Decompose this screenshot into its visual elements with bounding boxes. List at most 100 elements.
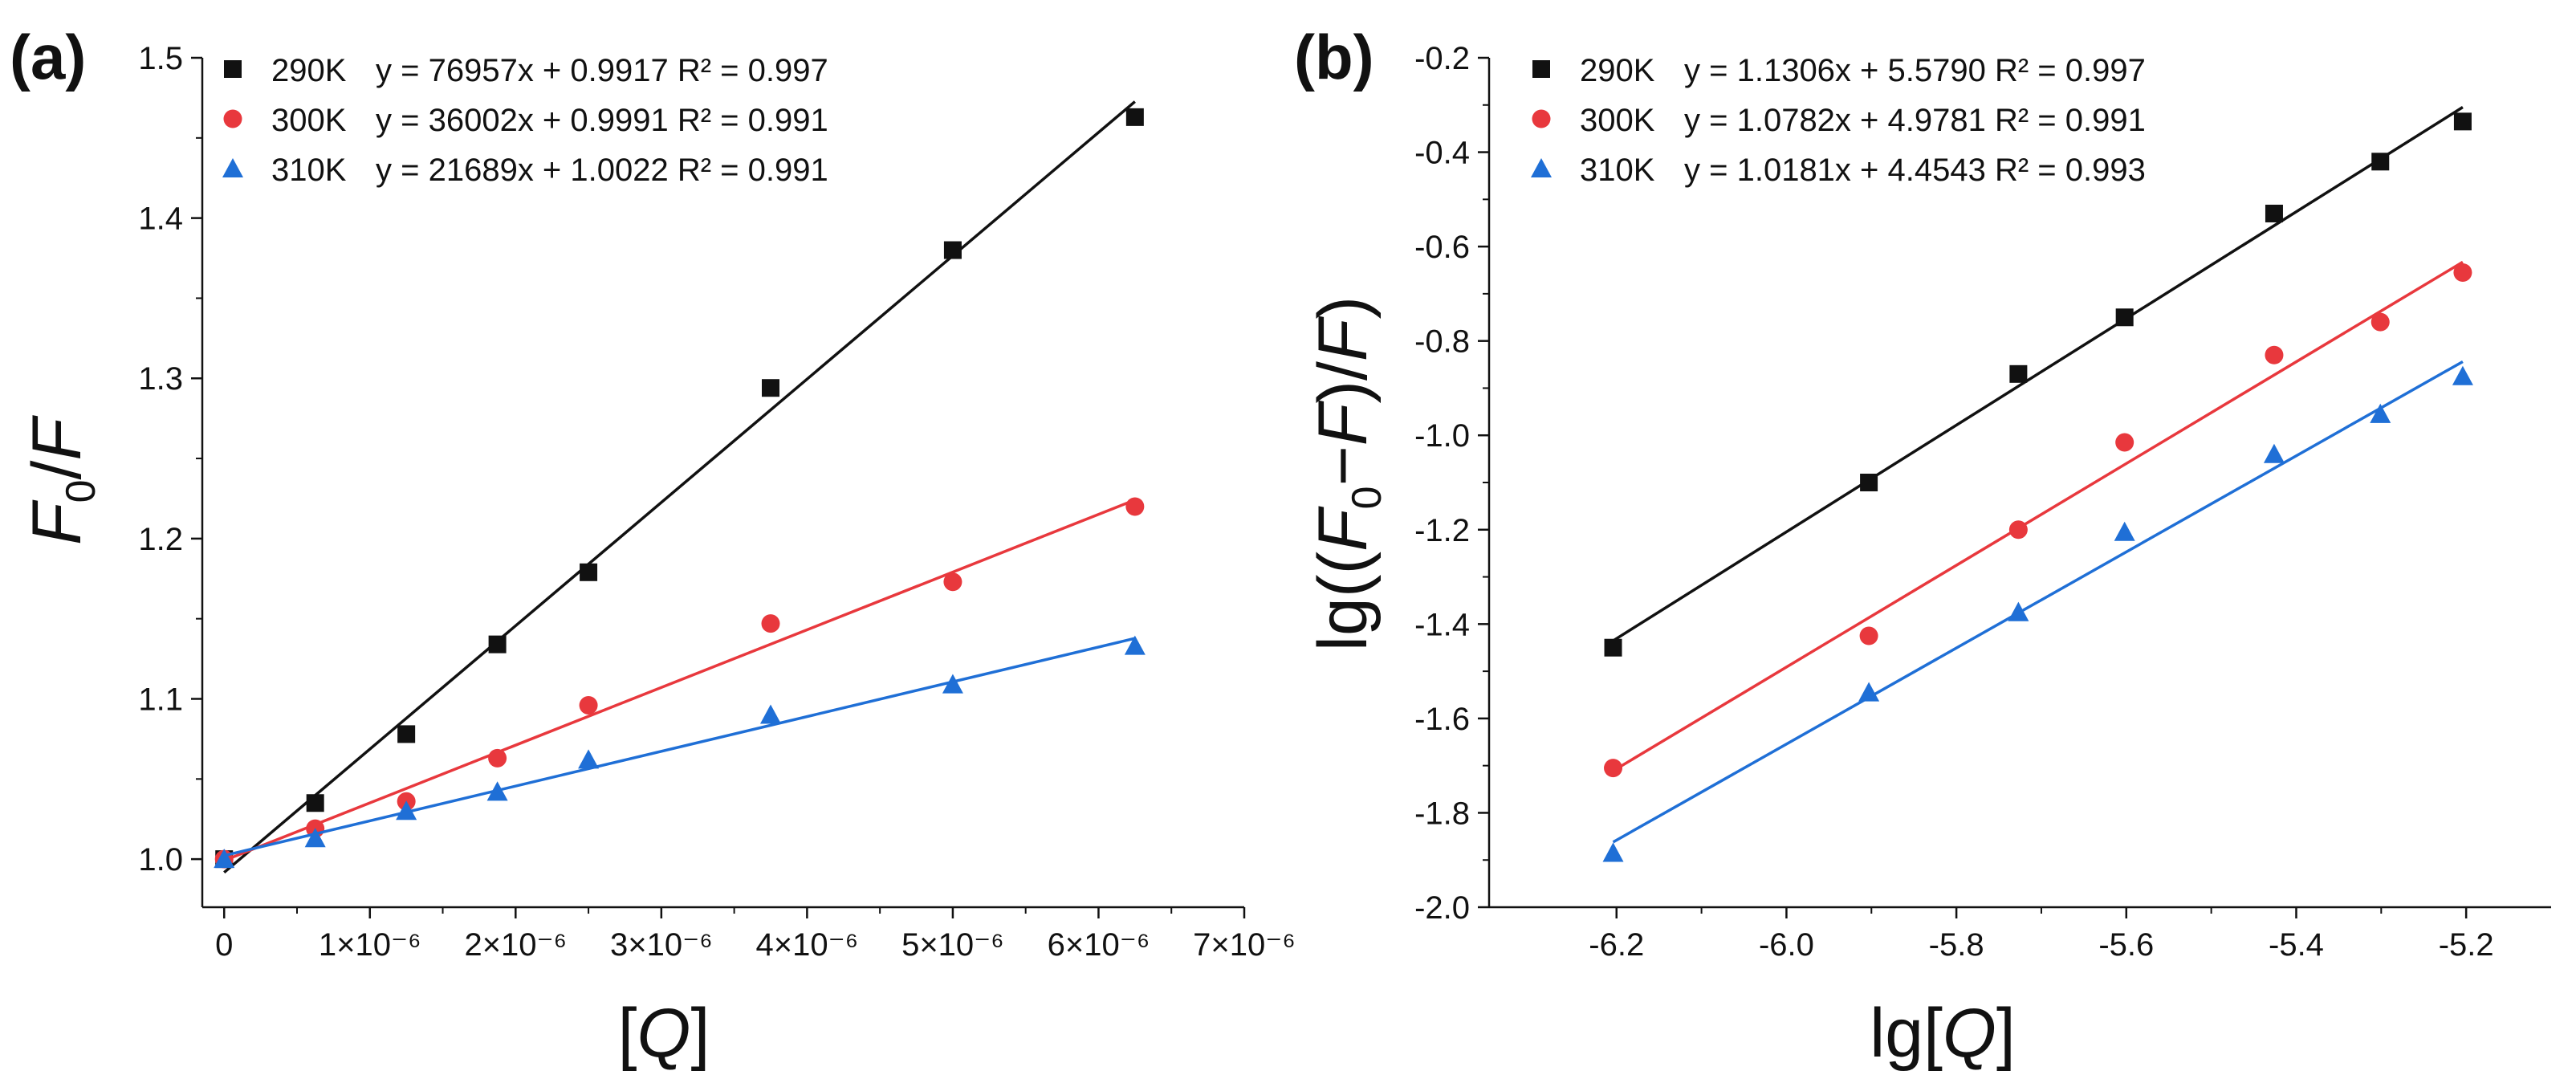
panel-a: (a) F0/F [Q] 1.0 1.1 1.2 1.3 1.4 1.5 0 1×10⁻⁶ 2×… xyxy=(10,22,1296,1072)
panel-b-legend-equation-290k: y = 1.1306x + 5.5790 R² = 0.997 xyxy=(1684,53,2146,88)
panel-b-legend-name-300k: 300K xyxy=(1580,103,1655,138)
panel-a-point-310k-6 xyxy=(942,674,963,694)
panel-b-x-tick-label: -5.6 xyxy=(2098,927,2154,963)
panel-a-plot-area: 1.0 1.1 1.2 1.3 1.4 1.5 0 1×10⁻⁶ 2×10⁻⁶ 3×10⁻⁶ 4×1… xyxy=(138,41,1295,963)
panel-b-legend-marker-310k xyxy=(1531,158,1552,178)
panel-b-y-tick-label: -1.8 xyxy=(1414,796,1470,831)
panel-a-y-axis-title: F0/F xyxy=(18,415,104,545)
panel-b-axis-title-y-group: lg((F0−F)/F) xyxy=(1304,296,1390,651)
panel-a-point-290k-3 xyxy=(488,635,507,654)
panel-a-fit-line-290k xyxy=(223,100,1136,874)
panel-a-point-310k-2 xyxy=(396,800,417,821)
panel-b-point-310k-1 xyxy=(1858,682,1880,702)
panel-a-point-310k-7 xyxy=(1124,635,1146,655)
panel-b-legend-name-290k: 290K xyxy=(1580,53,1655,88)
panel-b: (b) lg((F0−F)/F) lg[Q] -2.0-1.8-1.6-1.4-… xyxy=(1294,22,2551,1072)
panel-a-point-290k-5 xyxy=(762,379,779,397)
panel-b-point-300k-3 xyxy=(2115,433,2134,452)
panel-b-point-310k-2 xyxy=(2008,601,2029,621)
panel-b-y-tick-label: -1.4 xyxy=(1414,607,1470,642)
panel-b-point-310k-5 xyxy=(2370,403,2391,423)
panel-a-legend-name-290k: 290K xyxy=(271,53,347,88)
panel-a-legend-equation-310k: y = 21689x + 1.0022 R² = 0.991 xyxy=(376,153,828,188)
panel-b-point-300k-6 xyxy=(2453,263,2472,282)
panel-a-point-300k-6 xyxy=(943,572,962,592)
panel-a-x-axis-title: [Q] xyxy=(618,995,710,1072)
panel-b-point-290k-5 xyxy=(2371,153,2390,171)
panel-b-point-290k-4 xyxy=(2265,204,2283,222)
panel-b-y-tick-label: -2.0 xyxy=(1414,890,1470,926)
panel-b-x-tick-label: -5.8 xyxy=(1929,927,1984,963)
panel-a-point-310k-3 xyxy=(486,781,508,801)
panel-b-fit-line-300k xyxy=(1612,260,2464,772)
panel-a-axis-title-y-group: F0/F xyxy=(18,415,104,545)
panel-a-fit-line-310k xyxy=(223,637,1136,857)
panel-a-point-310k-1 xyxy=(304,828,326,848)
panel-b-plot-area: -2.0 -1.8 -1.6 -1.4 -1.2 -1.0 -0.8 -0.6 -0.4 -0.2… xyxy=(1414,41,2551,963)
panel-a-x-tick-label: 2×10⁻⁶ xyxy=(464,927,567,963)
panel-a-y-tick-label: 1.4 xyxy=(138,202,183,237)
panel-a-y-tick-label: 1.0 xyxy=(138,842,183,878)
panel-a-legend-equation-300k: y = 36002x + 0.9991 R² = 0.991 xyxy=(376,103,828,138)
panel-a-legend-name-300k: 300K xyxy=(271,103,347,138)
panel-b-point-300k-2 xyxy=(2008,520,2028,540)
panel-b-y-tick-label: -1.2 xyxy=(1414,513,1470,548)
panel-a-legend-marker-310k xyxy=(222,158,243,178)
panel-a-y-tick-label: 1.1 xyxy=(138,682,183,717)
panel-b-legend-marker-300k xyxy=(1532,109,1551,128)
panel-a-fit-line-300k xyxy=(223,499,1136,862)
panel-a-point-300k-5 xyxy=(761,614,780,633)
panel-a-x-tick-label: 6×10⁻⁶ xyxy=(1048,927,1150,963)
panel-a-legend-marker-290k xyxy=(224,60,242,78)
panel-a-legend-marker-300k xyxy=(223,109,242,128)
panel-b-fit-line-290k xyxy=(1612,106,2464,642)
panel-a-legend-equation-290k: y = 76957x + 0.9917 R² = 0.997 xyxy=(376,53,828,88)
panel-a-point-310k-5 xyxy=(760,704,781,724)
panel-b-x-tick-label: -6.0 xyxy=(1759,927,1814,963)
panel-b-legend-equation-310k: y = 1.0181x + 4.4543 R² = 0.993 xyxy=(1684,153,2146,188)
panel-b-x-tick-label: -5.4 xyxy=(2269,927,2324,963)
panel-a-point-290k-1 xyxy=(306,794,324,812)
panel-b-y-tick-label: -1.6 xyxy=(1414,702,1470,737)
panel-a-point-290k-2 xyxy=(397,725,416,743)
panel-a-point-300k-3 xyxy=(488,748,507,768)
panel-b-legend: 290K y = 1.1306x + 5.5790 R² = 0.997 300K y… xyxy=(1531,53,2146,188)
panel-b-point-290k-2 xyxy=(2009,364,2028,383)
panel-b-point-300k-5 xyxy=(2370,312,2390,332)
panel-b-point-300k-1 xyxy=(1859,626,1878,645)
panel-a-point-300k-7 xyxy=(1125,497,1145,516)
panel-b-legend-equation-300k: y = 1.0782x + 4.9781 R² = 0.991 xyxy=(1684,103,2146,138)
panel-b-y-tick-label: -0.6 xyxy=(1414,230,1470,265)
panel-b-y-axis-title: lg((F0−F)/F) xyxy=(1304,296,1390,651)
panel-a-label: (a) xyxy=(10,22,86,92)
panel-b-point-290k-6 xyxy=(2453,112,2472,131)
panel-a-y-tick-label: 1.3 xyxy=(138,361,183,397)
panel-b-label: (b) xyxy=(1294,22,1374,92)
panel-a-point-290k-4 xyxy=(580,563,598,581)
panel-a-y-tick-label: 1.2 xyxy=(138,522,183,557)
panel-b-legend-marker-290k xyxy=(1532,60,1550,78)
panel-b-point-290k-1 xyxy=(1860,474,1878,491)
panel-a-point-300k-4 xyxy=(579,695,598,715)
panel-b-y-tick-label: -0.2 xyxy=(1414,41,1470,76)
panel-b-point-310k-3 xyxy=(2114,521,2135,541)
panel-a-y-tick-label: 1.5 xyxy=(138,41,183,76)
panel-a-x-tick-label: 4×10⁻⁶ xyxy=(756,927,859,963)
panel-b-point-300k-4 xyxy=(2265,345,2284,364)
panel-a-point-290k-7 xyxy=(1125,108,1144,126)
panel-a-x-tick-label: 0 xyxy=(215,927,233,963)
panel-b-point-290k-0 xyxy=(1604,638,1622,657)
panel-b-x-tick-label: -5.2 xyxy=(2439,927,2494,963)
panel-b-y-tick-label: -0.4 xyxy=(1414,136,1470,171)
panel-a-point-310k-0 xyxy=(214,849,235,869)
panel-b-point-290k-3 xyxy=(2115,308,2134,327)
panel-b-fit-line-310k xyxy=(1612,360,2464,844)
panel-b-point-310k-6 xyxy=(2452,365,2473,385)
panel-a-x-tick-label: 1×10⁻⁶ xyxy=(319,927,421,963)
panel-a-legend-name-310k: 310K xyxy=(271,153,347,188)
panel-b-y-tick-label: -0.8 xyxy=(1414,324,1470,360)
panel-a-point-290k-6 xyxy=(943,241,962,259)
panel-b-legend-name-310k: 310K xyxy=(1580,153,1655,188)
panel-b-point-310k-0 xyxy=(1602,842,1624,862)
